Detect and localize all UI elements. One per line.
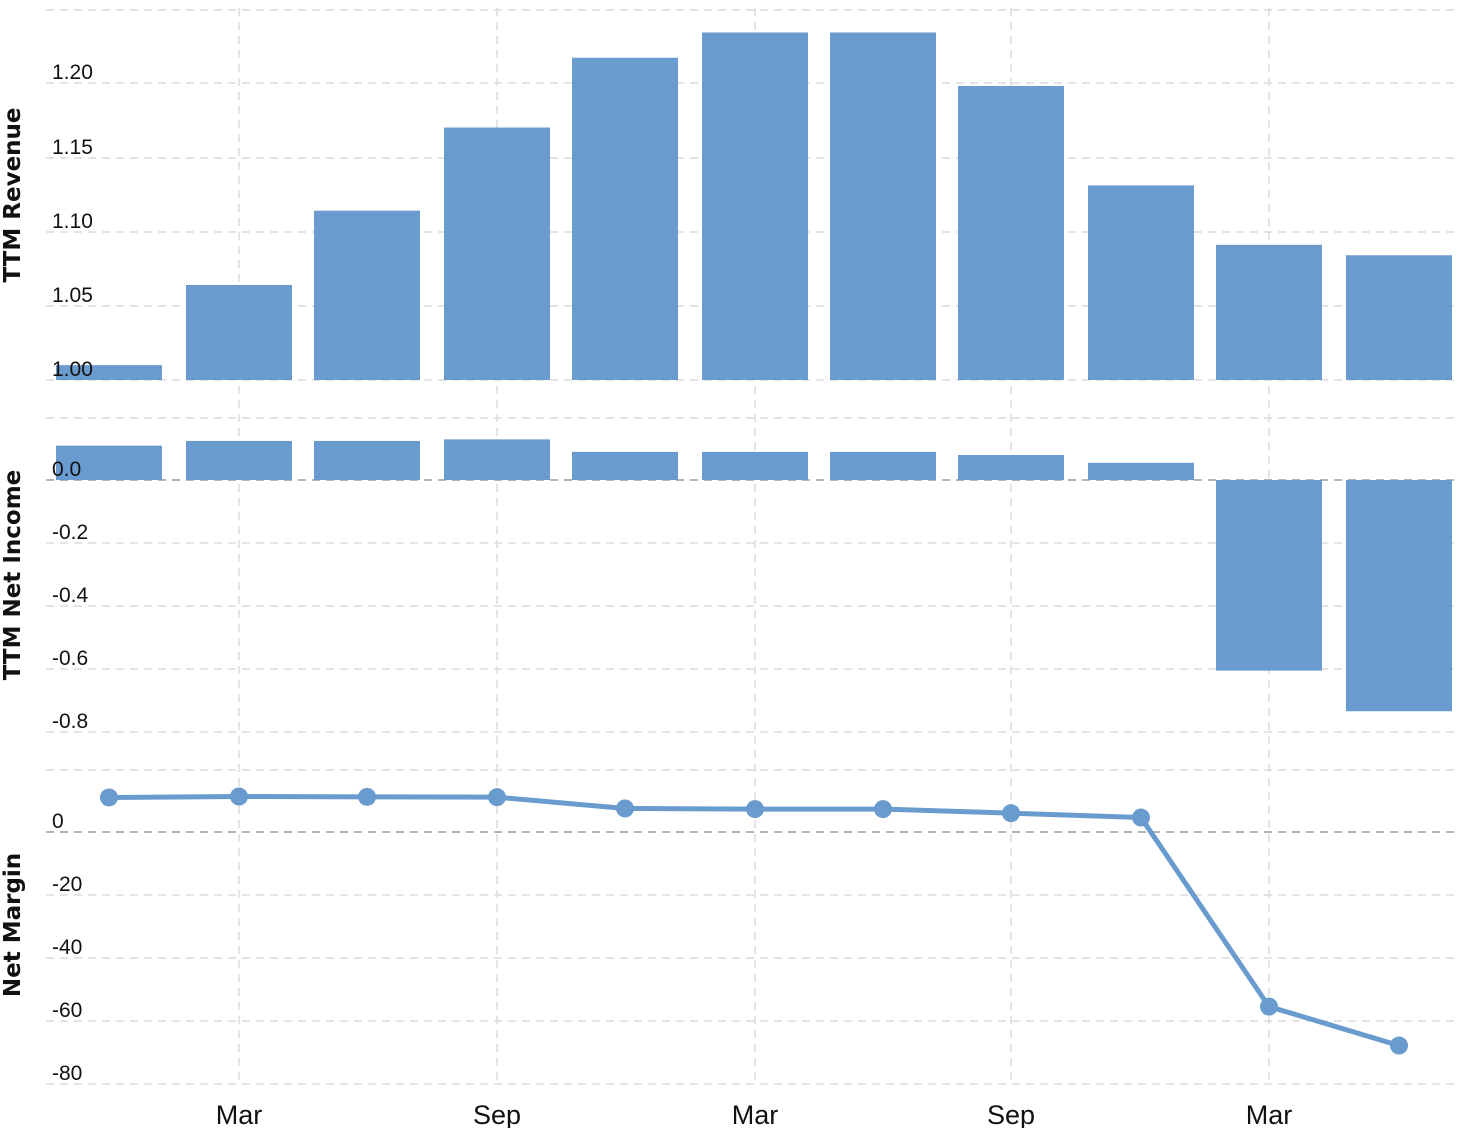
net-margin-y-tick-3: -60 [52,999,82,1022]
net-income-bar-0 [56,445,162,480]
net-margin-y-tick-1: -20 [52,873,82,896]
revenue-y-tick-4: 1.20 [52,61,93,84]
net-margin-point-8 [1132,808,1150,827]
net-margin-y-ticks: 0 -20 -40 -60 -80 [52,810,82,1085]
revenue-bar-8 [1088,185,1194,380]
revenue-bar-4 [572,57,678,381]
revenue-bar-9 [1216,244,1322,380]
net-income-bars [56,439,1452,712]
revenue-y-tick-3: 1.15 [52,136,93,159]
net-income-y-ticks: 0.0 -0.2 -0.4 -0.6 -0.8 [52,458,89,733]
net-income-bar-6 [830,451,936,480]
revenue-bar-5 [702,32,808,380]
net-income-bar-9 [1216,480,1322,671]
revenue-y-ticks: 1.00 1.05 1.10 1.15 1.20 [52,61,93,381]
net-income-bar-8 [1088,462,1194,480]
revenue-bar-0 [56,365,162,380]
net-income-bar-3 [444,439,550,480]
net-income-bar-2 [314,440,420,480]
net-income-y-tick-1: -0.2 [52,521,88,544]
net-income-bar-4 [572,451,678,480]
net-income-panel: TTM Net Income 0.0 -0.2 -0.4 -0.6 -0.8 [0,417,1456,733]
net-margin-line [108,794,1400,1048]
vertical-gridlines [238,8,1270,1084]
x-tick-label-4: Mar [1246,1100,1293,1128]
net-margin-point-10 [1390,1036,1408,1055]
revenue-bar-3 [444,127,550,380]
revenue-bar-6 [830,32,936,380]
net-margin-panel: 0 -20 -40 -60 -80 Net Margin [0,769,1456,1085]
net-income-bar-1 [186,440,292,480]
x-tick-label-3: Sep [987,1100,1035,1128]
net-margin-point-2 [358,787,376,806]
net-margin-y-tick-4: -80 [52,1062,82,1085]
revenue-bar-7 [958,85,1064,380]
net-margin-point-0 [100,788,118,807]
revenue-y-tick-1: 1.05 [52,284,93,307]
revenue-bar-10 [1346,255,1452,380]
net-margin-points [100,787,1408,1055]
net-margin-point-5 [746,800,764,819]
net-margin-point-6 [874,800,892,819]
net-income-axis-title: TTM Net Income [0,470,26,681]
revenue-y-tick-2: 1.10 [52,210,93,233]
net-income-y-tick-3: -0.6 [52,647,88,670]
net-margin-point-9 [1260,997,1278,1016]
revenue-axis-title: TTM Revenue [0,107,26,282]
net-margin-y-tick-2: -40 [52,936,82,959]
net-margin-axis-title: Net Margin [0,853,26,997]
net-income-y-tick-2: -0.4 [52,584,89,607]
revenue-bars [56,32,1452,381]
x-tick-label-2: Mar [732,1100,779,1128]
net-margin-point-1 [230,787,248,806]
revenue-y-tick-0: 1.00 [52,358,93,381]
net-income-bar-10 [1346,480,1452,712]
net-margin-point-3 [488,788,506,807]
revenue-panel: TTM Revenue 1.00 1.05 1.10 1.15 1.20 [0,9,1456,381]
net-income-bar-5 [702,451,808,480]
net-income-y-tick-0: 0.0 [52,458,81,481]
revenue-bar-1 [186,284,292,380]
net-margin-y-tick-0: 0 [52,810,64,833]
revenue-bar-2 [314,210,420,380]
x-tick-label-1: Sep [473,1100,521,1128]
net-income-y-tick-4: -0.8 [52,710,88,733]
x-tick-label-0: Mar [216,1100,263,1128]
net-income-bar-7 [958,455,1064,480]
x-axis-tick-labels: Mar Sep Mar Sep Mar [216,1100,1293,1128]
net-margin-point-7 [1002,804,1020,823]
net-margin-gridlines [46,769,1456,1085]
net-margin-point-4 [616,799,634,818]
